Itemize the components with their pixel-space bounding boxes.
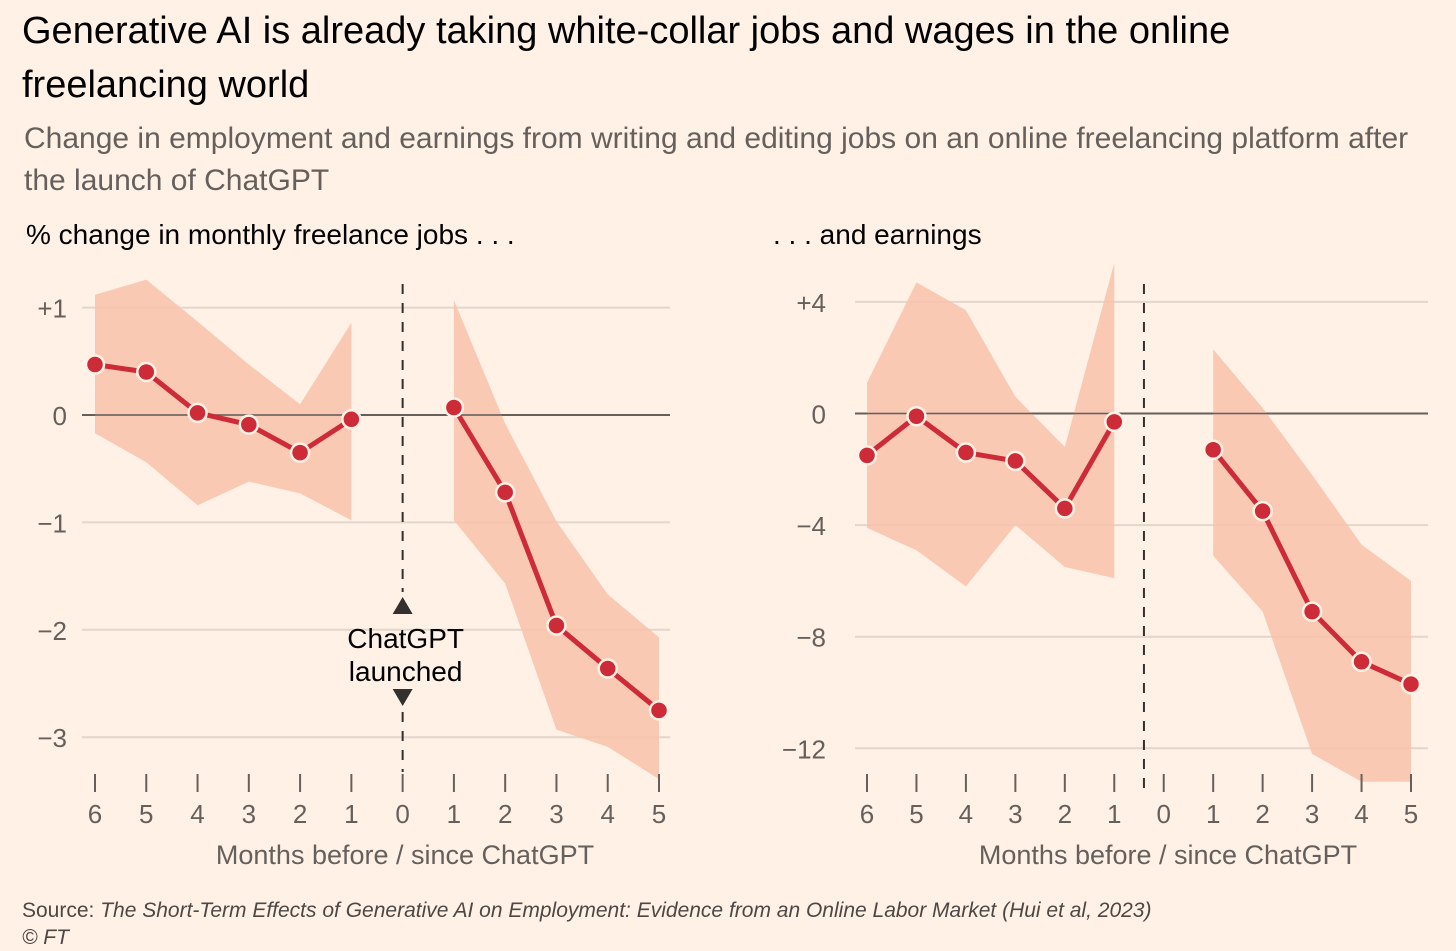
- data-point: [546, 615, 567, 636]
- x-tick-label: 1: [1206, 799, 1220, 829]
- chart-panel-1: % change in monthly freelance jobs . . .…: [26, 219, 670, 870]
- data-point: [1005, 450, 1026, 472]
- annotation-label: ChatGPT: [347, 623, 464, 654]
- data-point: [1252, 500, 1273, 522]
- data-point: [1400, 673, 1422, 695]
- y-tick-label: +4: [796, 288, 826, 318]
- arrow-down-icon: [392, 689, 413, 706]
- x-tick-label: 6: [88, 799, 102, 829]
- x-tick-label: 2: [1255, 799, 1269, 829]
- y-tick-label: −2: [37, 616, 67, 646]
- y-tick-label: −3: [37, 723, 67, 753]
- source-citation: The Short-Term Effects of Generative AI …: [100, 899, 1152, 922]
- copyright: © FT: [22, 926, 69, 949]
- x-axis-label: Months before / since ChatGPT: [216, 840, 594, 870]
- data-point: [1301, 601, 1323, 622]
- y-tick-label: −12: [782, 734, 826, 764]
- confidence-band-before: [867, 262, 1115, 587]
- x-tick-label: 1: [344, 799, 358, 829]
- data-point: [84, 354, 106, 375]
- x-tick-label: 0: [1156, 799, 1170, 829]
- x-tick-label: 3: [1008, 799, 1022, 829]
- x-tick-label: 4: [959, 799, 973, 829]
- data-point: [494, 482, 516, 503]
- y-tick-label: −4: [796, 511, 826, 541]
- annotation-label: launched: [349, 656, 463, 687]
- series-line-before: [865, 413, 1117, 511]
- x-tick-label: 2: [498, 799, 512, 829]
- x-tick-label: 5: [1404, 799, 1418, 829]
- x-tick-label: 1: [447, 799, 461, 829]
- y-tick-label: +1: [37, 294, 67, 324]
- data-point: [443, 397, 465, 418]
- data-point: [648, 700, 670, 721]
- panel-title: % change in monthly freelance jobs . . .: [26, 219, 515, 250]
- data-point: [597, 658, 618, 679]
- x-tick-label: 3: [549, 799, 563, 829]
- data-point: [1202, 439, 1224, 461]
- y-tick-label: 0: [812, 400, 826, 430]
- x-tick-label: 0: [395, 799, 409, 829]
- confidence-band-after: [453, 300, 659, 780]
- x-tick-label: 3: [242, 799, 256, 829]
- panel-title: . . . and earnings: [773, 219, 982, 250]
- confidence-band-before: [95, 279, 352, 521]
- source-label: Source:: [22, 899, 95, 922]
- data-point: [1054, 498, 1076, 519]
- x-tick-label: 2: [293, 799, 307, 829]
- y-tick-label: −1: [37, 508, 67, 538]
- data-point: [341, 409, 362, 430]
- data-point: [1104, 411, 1125, 433]
- data-point: [136, 361, 157, 383]
- data-point: [955, 442, 977, 463]
- chart-panel-2: . . . and earnings +4 0 −4 −8 −12 6 5 4 3 2 1 0 1 2 3 4 5…: [773, 219, 1428, 870]
- x-tick-label: 6: [860, 799, 874, 829]
- data-point: [856, 445, 878, 466]
- source-note: Source: The Short-Term Effects of Genera…: [22, 897, 1151, 951]
- confidence-band-after: [1213, 349, 1411, 782]
- x-tick-label: 4: [600, 799, 614, 829]
- data-point: [289, 442, 311, 463]
- x-tick-label: 1: [1107, 799, 1121, 829]
- data-point: [1351, 651, 1372, 673]
- x-tick-label: 4: [190, 799, 204, 829]
- data-point: [187, 402, 208, 424]
- x-tick-label: 5: [909, 799, 923, 829]
- y-tick-label: 0: [53, 401, 67, 431]
- data-point: [238, 414, 260, 435]
- x-tick-label: 5: [652, 799, 666, 829]
- chart-subtitle: Change in employment and earnings from w…: [24, 122, 1409, 197]
- arrow-up-icon: [392, 597, 413, 614]
- x-tick-label: 5: [139, 799, 153, 829]
- x-tick-label: 2: [1058, 799, 1072, 829]
- x-tick-label: 3: [1305, 799, 1319, 829]
- data-point: [906, 406, 927, 427]
- x-tick-label: 4: [1354, 799, 1368, 829]
- x-axis-label: Months before / since ChatGPT: [979, 840, 1357, 870]
- y-tick-label: −8: [796, 623, 826, 653]
- chart-title: Generative AI is already taking white-co…: [22, 10, 1231, 106]
